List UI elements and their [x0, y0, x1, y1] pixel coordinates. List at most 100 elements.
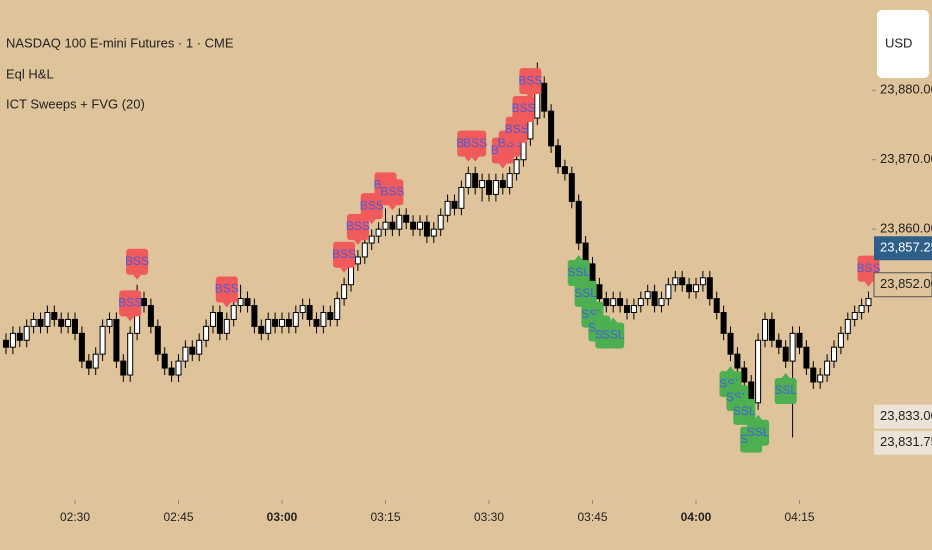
candle-body	[548, 110, 555, 147]
candle-body	[458, 187, 465, 209]
candle-body	[16, 332, 23, 341]
candle-body	[734, 353, 741, 369]
sweep-label	[381, 179, 404, 206]
price-label-text: 23,857.25	[880, 240, 932, 255]
candle-body	[865, 298, 872, 307]
y-tick-label: 23,860.00	[880, 221, 932, 236]
candle-body	[755, 339, 762, 404]
candle-body	[334, 298, 341, 320]
currency[interactable]: USD	[885, 35, 912, 50]
label-pointer	[498, 163, 507, 169]
candle-body	[154, 325, 161, 355]
price-label	[874, 430, 932, 455]
candle-body	[382, 221, 389, 230]
candle-body	[320, 312, 327, 327]
candle-body	[327, 312, 334, 320]
candle-body	[486, 180, 492, 195]
x-tick-label: 03:45	[577, 510, 607, 524]
candle-body	[817, 374, 824, 383]
candle-body	[472, 173, 479, 189]
sweep-label	[215, 276, 238, 303]
sweep-label-text: BSS	[463, 136, 487, 150]
label-pointer	[740, 393, 749, 399]
candle-body	[417, 221, 423, 230]
price-label	[874, 236, 932, 261]
candle-body	[624, 305, 630, 313]
currency-box[interactable]	[877, 10, 929, 78]
candle-body	[492, 180, 499, 195]
candle-body	[720, 312, 727, 334]
candle-body	[375, 228, 382, 237]
sweep-label	[774, 378, 797, 405]
candle-body	[3, 339, 9, 348]
candle-body	[251, 305, 258, 327]
candle-body	[575, 200, 582, 244]
label-pointer	[505, 156, 514, 162]
label-pointer	[519, 121, 528, 127]
candle-body	[361, 242, 368, 258]
candle-body	[513, 159, 520, 175]
candle-body	[651, 291, 658, 307]
candle-body	[23, 325, 30, 341]
candle-body	[727, 332, 734, 355]
y-tick-label: 23,870.00	[880, 151, 932, 166]
candle-body	[196, 339, 203, 355]
label-pointer	[581, 275, 590, 281]
price-label-text: 23,831.75	[880, 434, 932, 449]
candle-body	[65, 318, 72, 327]
candle-body	[706, 277, 713, 300]
candle-body	[637, 298, 644, 307]
candle-body	[630, 305, 637, 313]
candle-body	[279, 318, 285, 327]
candle-body	[665, 284, 672, 300]
candle-body	[106, 318, 113, 327]
candle-body	[9, 332, 16, 348]
candle-body	[210, 312, 216, 327]
candle-body	[272, 318, 279, 327]
label-pointer	[471, 156, 480, 162]
candle-body	[306, 305, 313, 320]
candle-body	[610, 298, 617, 307]
label-pointer	[588, 296, 597, 302]
x-tick-label: 03:15	[370, 510, 400, 524]
candle-body	[775, 339, 782, 348]
candle-body	[672, 277, 679, 286]
label-pointer	[526, 94, 535, 100]
candle-body	[258, 325, 265, 334]
label-pointer	[133, 274, 142, 280]
candle-body	[203, 325, 210, 341]
sweep-label-text: BSS	[215, 282, 239, 296]
price-label	[874, 404, 932, 429]
candle-body	[603, 298, 610, 307]
label-pointer	[602, 317, 611, 323]
sweep-label	[360, 193, 383, 220]
candle-body	[479, 180, 486, 189]
sweep-label-text: SSL	[733, 404, 756, 418]
candle-body	[141, 298, 147, 307]
candle-body	[837, 332, 844, 348]
sweep-label	[733, 398, 756, 425]
sweep-label	[512, 95, 535, 122]
sweep-label-text: BSS	[125, 254, 149, 268]
candle-body	[244, 298, 251, 307]
candle-body	[686, 284, 693, 293]
label-pointer	[754, 414, 763, 420]
candle-body	[430, 228, 437, 237]
candle-body	[506, 173, 513, 189]
candle-body	[120, 360, 127, 376]
label-pointer	[609, 317, 618, 323]
candle-body	[230, 305, 237, 320]
candle-body	[658, 298, 665, 307]
sweep-label	[464, 130, 487, 157]
label-pointer	[726, 366, 735, 372]
candle-body	[561, 166, 568, 175]
candle-body	[58, 318, 65, 327]
label-pointer	[781, 373, 790, 379]
candle-body	[451, 200, 458, 209]
sweep-label-text: BSS	[511, 101, 535, 115]
candle-body	[175, 360, 182, 376]
candle-body	[403, 214, 410, 223]
candle-body	[354, 256, 361, 265]
candle-body	[51, 312, 58, 320]
